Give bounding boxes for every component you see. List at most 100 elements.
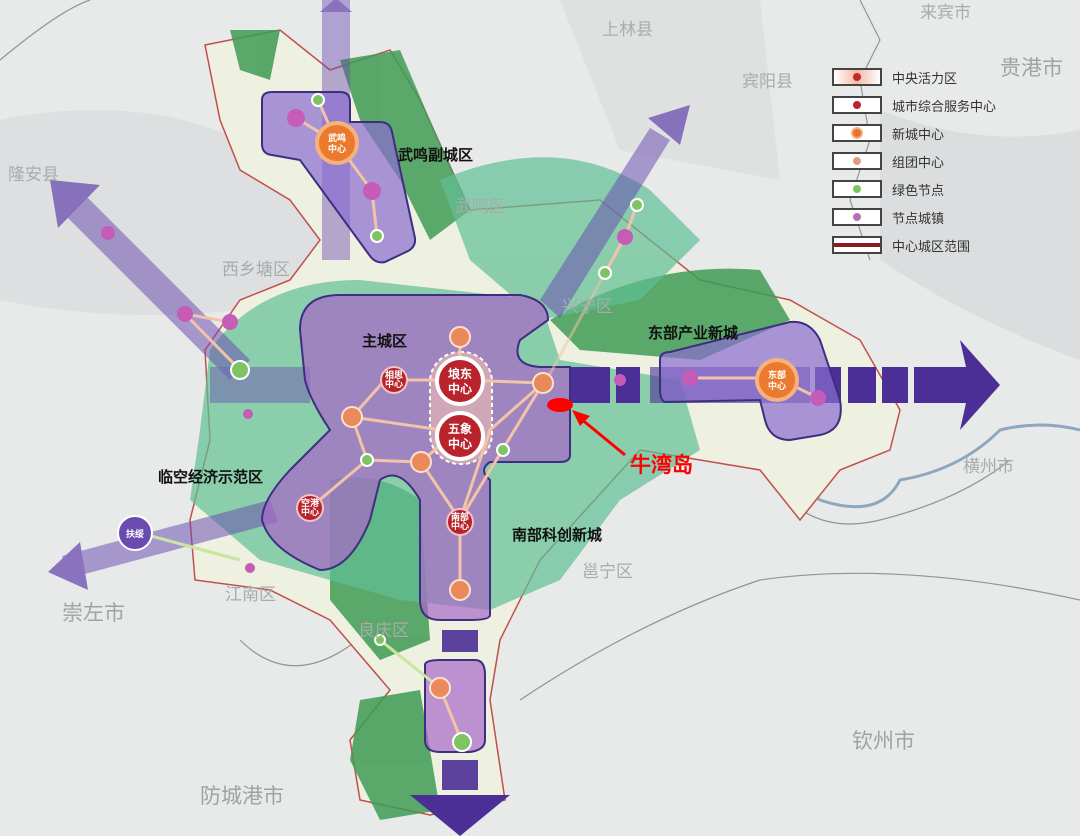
- node-town: [363, 182, 381, 200]
- legend-label: 城市综合服务中心: [892, 99, 997, 115]
- cluster-center: [341, 406, 363, 428]
- legend-label: 中央活力区: [892, 71, 958, 87]
- node-label: 空港: [301, 497, 320, 509]
- cluster-center: [429, 677, 451, 699]
- node-label: 武鸣: [328, 132, 346, 144]
- niuwan-island-annotation: 牛湾岛: [547, 398, 693, 477]
- niuwan-island-label: 牛湾岛: [630, 453, 693, 477]
- legend-label: 中心城区范围: [892, 239, 971, 255]
- place-label: 上林县: [602, 20, 653, 40]
- node-wuxiang-center: 五象 中心: [435, 411, 485, 461]
- legend-item: 城市综合服务中心: [832, 91, 996, 119]
- node-label: 中心: [328, 143, 346, 155]
- node-label: 中心: [451, 520, 469, 532]
- place-labels: 隆安县 西乡塘区 武鸣区 上林县 宾阳县 来宾市 贵港市 兴宁区 横州市 邕宁区…: [8, 3, 1063, 808]
- node-xiangsi-center: 相思 中心: [380, 366, 408, 394]
- node-label: 相思: [385, 369, 403, 381]
- zone-label: 临空经济示范区: [158, 468, 263, 486]
- cluster-center: [449, 579, 471, 601]
- node-label: 埌东: [448, 366, 472, 381]
- node-town: [177, 306, 193, 322]
- green-node: [370, 229, 384, 243]
- place-label: 武鸣区: [455, 197, 506, 217]
- node-langdong-center: 埌东 中心: [435, 356, 485, 406]
- place-label: 来宾市: [920, 3, 971, 23]
- legend-swatch: [832, 96, 882, 114]
- legend-item: 新城中心: [832, 119, 996, 147]
- place-label: 良庆区: [358, 621, 409, 641]
- node-konggang-center: 空港 中心: [296, 494, 324, 522]
- node-label: 东部: [768, 369, 786, 381]
- place-label: 邕宁区: [582, 562, 633, 582]
- legend-swatch: [832, 180, 882, 198]
- place-label: 防城港市: [200, 784, 284, 808]
- legend-swatch: [832, 152, 882, 170]
- legend-item: 绿色节点: [832, 175, 996, 203]
- place-label: 贵港市: [1000, 56, 1063, 80]
- place-label: 钦州市: [852, 729, 915, 753]
- zone-label: 主城区: [362, 332, 407, 350]
- node-label: 南部: [451, 511, 469, 523]
- place-label: 隆安县: [8, 165, 59, 185]
- green-node: [311, 93, 325, 107]
- node-town: [617, 229, 633, 245]
- cluster-center: [449, 326, 471, 348]
- legend-label: 节点城镇: [892, 211, 945, 227]
- legend-swatch: [832, 208, 882, 226]
- place-label: 崇左市: [62, 601, 125, 625]
- legend-item: 中央活力区: [832, 63, 996, 91]
- south-corridor-arrow: [410, 630, 510, 836]
- legend-label: 绿色节点: [892, 183, 945, 199]
- legend-swatch: [832, 124, 882, 142]
- legend-swatch: [832, 236, 882, 254]
- green-node: [598, 266, 612, 280]
- place-label: 宾阳县: [742, 72, 793, 92]
- node-fusui: 扶绥: [117, 515, 153, 551]
- node-label: 中心: [385, 378, 403, 390]
- place-label: 西乡塘区: [222, 260, 290, 280]
- node-dongbu-center: 东部 中心: [755, 358, 799, 402]
- node-town: [287, 109, 305, 127]
- node-town: [101, 226, 115, 240]
- legend-label: 组团中心: [892, 155, 945, 171]
- niuwan-island-marker: [547, 398, 573, 412]
- cluster-center: [410, 451, 432, 473]
- node-label: 中心: [301, 506, 319, 518]
- green-node: [360, 453, 374, 467]
- green-node: [374, 634, 386, 646]
- node-label: 中心: [448, 381, 472, 396]
- green-node: [630, 198, 644, 212]
- legend-label: 新城中心: [892, 127, 945, 143]
- node-town: [245, 563, 255, 573]
- node-wuming-center: 武鸣 中心: [315, 121, 359, 165]
- node-label: 五象: [448, 421, 472, 436]
- green-node: [452, 732, 472, 752]
- legend-item: 节点城镇: [832, 203, 996, 231]
- node-label: 中心: [448, 436, 472, 451]
- zone-labels: 武鸣副城区 主城区 东部产业新城 临空经济示范区 南部科创新城: [158, 146, 738, 544]
- wuming-zone: [261, 91, 417, 264]
- node-nanbu-center: 南部 中心: [446, 508, 474, 536]
- place-label: 兴宁区: [562, 297, 613, 317]
- zone-label: 武鸣副城区: [398, 146, 473, 164]
- node-town: [682, 370, 698, 386]
- legend-swatch: [832, 68, 882, 86]
- legend-item: 中心城区范围: [832, 231, 996, 259]
- green-node: [230, 360, 250, 380]
- zone-label: 东部产业新城: [648, 324, 738, 342]
- place-label: 横州市: [963, 457, 1014, 477]
- node-label: 中心: [768, 380, 786, 392]
- node-town: [222, 314, 238, 330]
- green-node: [496, 443, 510, 457]
- legend-item: 组团中心: [832, 147, 996, 175]
- nodes: 武鸣 中心 东部 中心 埌东 中心 五象 中心 相思 中心 空港 中心 南部 中…: [101, 93, 826, 752]
- node-label: 扶绥: [126, 528, 144, 540]
- legend: 中央活力区 城市综合服务中心 新城中心 组团中心 绿色节点 节点城镇 中心城区范…: [832, 63, 996, 259]
- node-town: [810, 390, 826, 406]
- place-label: 江南区: [225, 585, 276, 605]
- zone-label: 南部科创新城: [512, 526, 602, 544]
- node-town: [614, 374, 626, 386]
- node-town: [243, 409, 253, 419]
